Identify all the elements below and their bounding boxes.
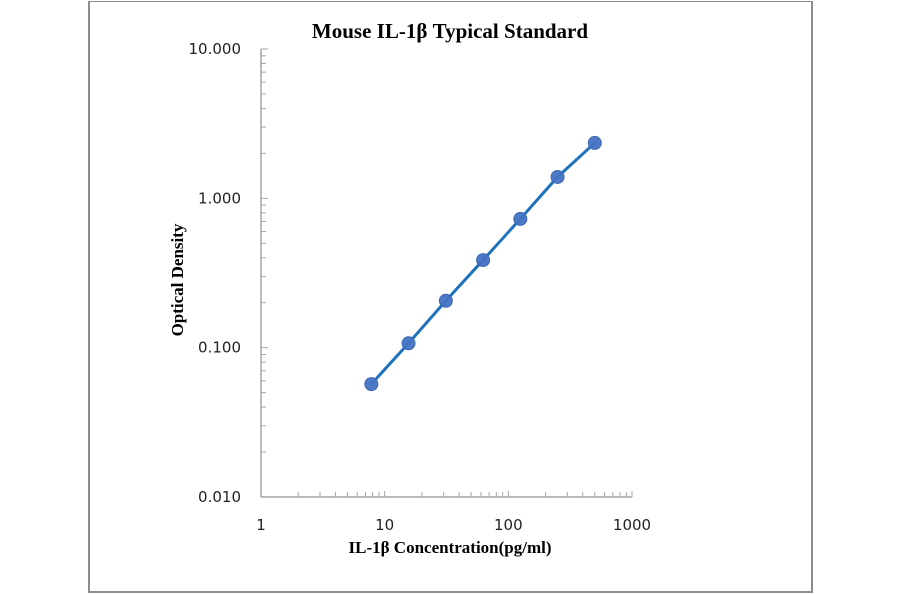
x-axis-title: IL-1β Concentration(pg/ml) — [348, 538, 551, 557]
y-tick-label: 10.000 — [189, 40, 242, 58]
data-point-marker — [401, 336, 416, 351]
y-axis-title: Optical Density — [168, 223, 187, 336]
x-axis: 1 10 100 1000 — [256, 491, 651, 534]
x-tick-label: 1 — [256, 516, 266, 534]
chart-title: Mouse IL-1β Typical Standard — [312, 19, 588, 43]
y-tick-label: 0.100 — [198, 339, 241, 357]
y-tick-label: 0.010 — [198, 488, 241, 506]
x-tick-label: 100 — [494, 516, 523, 534]
y-tick-label: 1.000 — [198, 189, 241, 207]
data-point-marker — [550, 169, 565, 184]
plot-area — [364, 135, 602, 392]
x-tick-label: 10 — [375, 516, 394, 534]
data-point-marker — [438, 293, 453, 308]
x-tick-label: 1000 — [613, 516, 651, 534]
y-axis: 0.010 0.100 1.000 10.000 — [189, 40, 268, 506]
chart-frame — [88, 1, 813, 593]
data-point-marker — [476, 253, 491, 268]
data-point-marker — [587, 135, 602, 150]
data-point-marker — [513, 211, 528, 226]
data-point-marker — [364, 377, 379, 392]
